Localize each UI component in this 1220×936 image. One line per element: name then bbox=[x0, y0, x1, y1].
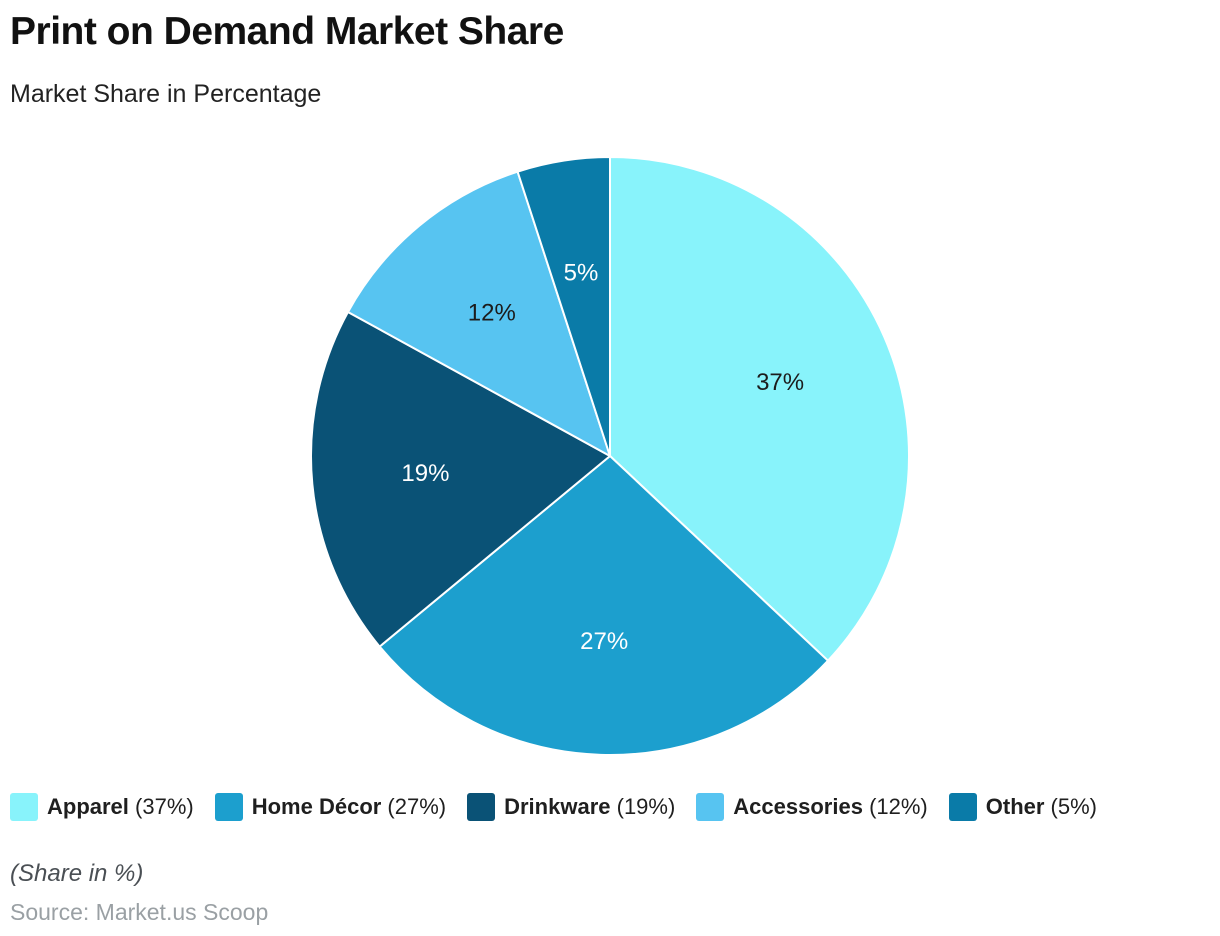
legend-label-home-decor: Home Décor (27%) bbox=[251, 794, 447, 819]
chart-subtitle: Market Share in Percentage bbox=[10, 80, 322, 108]
pie-slice-label-accessories: 12% bbox=[468, 300, 516, 327]
legend-item-accessories: Accessories (12%) bbox=[696, 793, 928, 821]
legend-swatch-drinkware bbox=[467, 793, 496, 821]
legend-label-other: Other (5%) bbox=[985, 794, 1097, 819]
pie-slice-label-home-decor: 27% bbox=[580, 628, 628, 655]
legend-swatch-apparel bbox=[10, 793, 38, 821]
legend-swatch-home-decor bbox=[214, 793, 243, 821]
pie-slice-other bbox=[516, 156, 611, 457]
pie-slice-apparel bbox=[609, 156, 910, 662]
pie-slice-label-apparel: 37% bbox=[756, 369, 804, 396]
source-note: Source: Market.us Scoop bbox=[10, 899, 269, 925]
legend-item-other: Other (5%) bbox=[948, 793, 1097, 821]
pie-slice-label-other: 5% bbox=[564, 259, 599, 286]
chart-legend: Apparel (37%) Home Décor (27%) Drinkware (… bbox=[10, 793, 1097, 821]
legend-swatch-accessories bbox=[696, 793, 725, 821]
pie-slice-drinkware bbox=[310, 310, 611, 648]
legend-item-apparel: Apparel (37%) bbox=[10, 793, 194, 821]
legend-label-drinkware: Drinkware (19%) bbox=[504, 794, 676, 819]
legend-swatch-other bbox=[948, 793, 977, 821]
legend-label-apparel: Apparel (37%) bbox=[47, 794, 194, 819]
share-note: (Share in %) bbox=[10, 860, 144, 887]
pie-slice-accessories bbox=[346, 170, 611, 457]
pie-slice-home-decor bbox=[378, 455, 829, 756]
legend-label-accessories: Accessories (12%) bbox=[733, 794, 928, 819]
pie-slice-label-drinkware: 19% bbox=[401, 460, 449, 487]
chart-title: Print on Demand Market Share bbox=[10, 10, 564, 53]
legend-item-drinkware: Drinkware (19%) bbox=[467, 793, 675, 821]
legend-item-home-decor: Home Décor (27%) bbox=[214, 793, 447, 821]
